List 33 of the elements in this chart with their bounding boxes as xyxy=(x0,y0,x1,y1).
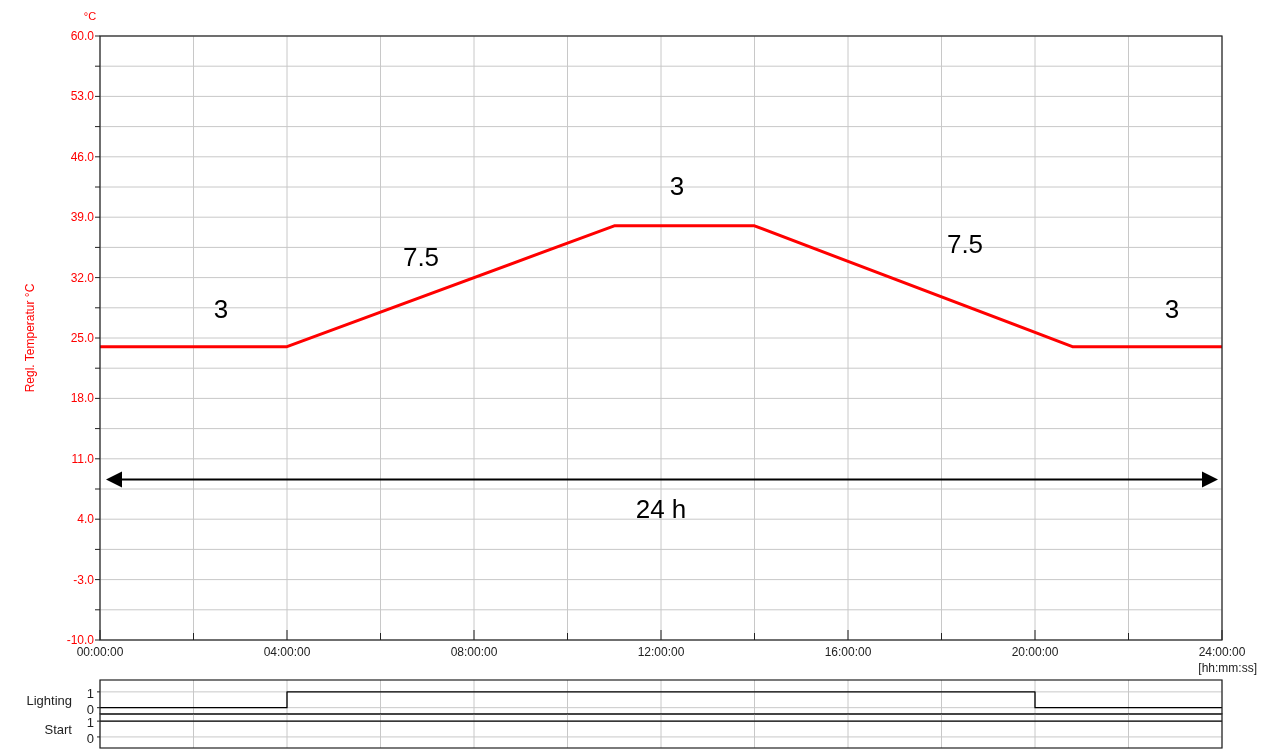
y-axis-title: Lighting xyxy=(26,692,72,708)
y-tick-label: 18.0 xyxy=(70,391,95,406)
x-tick-label: 20:00:00 xyxy=(1011,645,1059,659)
y-tick-label: 4.0 xyxy=(77,512,95,527)
annotation: 3 xyxy=(213,294,229,324)
ref-line-label: 24 h xyxy=(635,493,687,524)
x-tick-label: 12:00:00 xyxy=(637,645,685,659)
x-axis-title: [hh:mm:ss] xyxy=(1198,661,1257,675)
y-tick-label: 25.0 xyxy=(70,331,95,345)
annotation: 3 xyxy=(669,171,685,201)
annotation: 7.5 xyxy=(402,242,440,272)
y-tick-label: 39.0 xyxy=(70,210,95,225)
y-tick-label: 53.0 xyxy=(70,89,95,104)
y-axis-title: Regl. Temperatur °C xyxy=(23,283,37,393)
y-tick-label: 46.0 xyxy=(70,149,95,164)
y-tick-label: 32.0 xyxy=(70,270,95,285)
x-tick-label: 08:00:00 xyxy=(450,645,498,659)
y-tick-label: 60.0 xyxy=(70,29,95,43)
x-tick-label: 04:00:00 xyxy=(263,645,311,659)
y-tick-label: 0 xyxy=(86,730,94,746)
x-tick-label: 24:00:00 xyxy=(1198,645,1246,659)
annotation: 3 xyxy=(1164,294,1180,324)
y-tick-label: -3.0 xyxy=(73,572,95,587)
y-tick-label: 11.0 xyxy=(71,451,95,466)
y-tick-label: 1 xyxy=(86,685,94,701)
text: °C xyxy=(83,10,97,22)
y-tick-label: 1 xyxy=(86,715,94,731)
y-tick-label: 0 xyxy=(86,701,94,717)
annotation: 7.5 xyxy=(946,229,984,259)
x-tick-label: 00:00:00 xyxy=(76,645,124,659)
y-axis-title: Start xyxy=(44,722,73,738)
x-tick-label: 16:00:00 xyxy=(824,645,872,659)
y-tick-label: -10.0 xyxy=(66,633,95,647)
